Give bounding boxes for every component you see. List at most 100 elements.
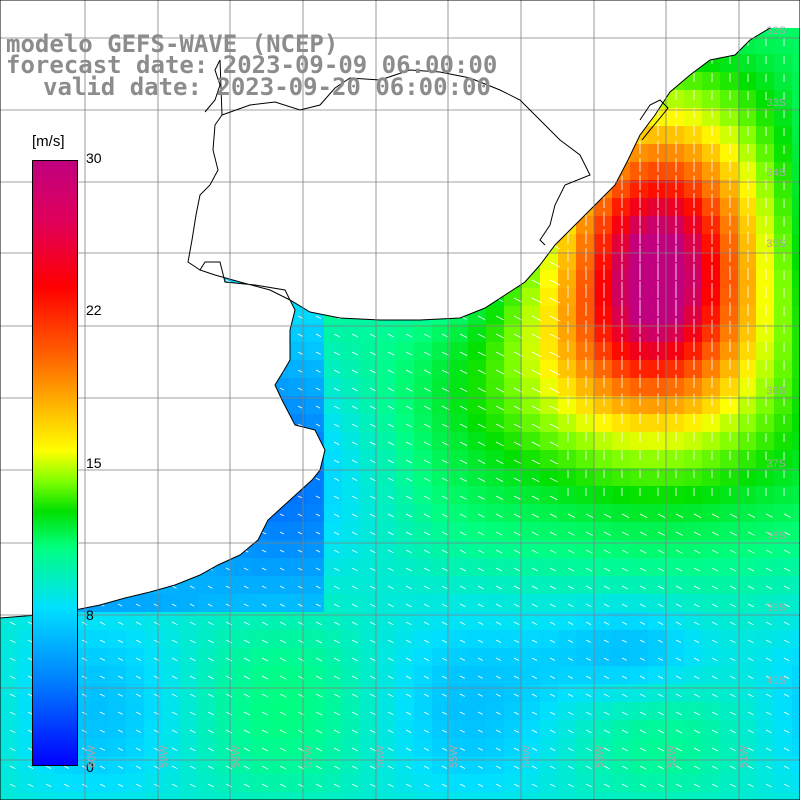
field-cell (414, 432, 433, 451)
field-cell (756, 576, 775, 595)
wind-arrow (135, 729, 142, 733)
field-cell (522, 756, 541, 775)
field-cell (306, 738, 325, 757)
field-cell (216, 576, 235, 595)
field-cell (774, 108, 793, 127)
field-cell (252, 720, 271, 739)
field-cell (612, 594, 631, 613)
field-cell (702, 396, 721, 415)
wind-arrow (567, 729, 574, 734)
field-cell (360, 720, 379, 739)
wind-arrow (387, 549, 394, 554)
field-cell (252, 666, 271, 685)
wind-arrow (189, 657, 196, 662)
field-cell (720, 558, 739, 577)
wind-arrow (369, 675, 376, 680)
field-cell (666, 720, 685, 739)
field-cell (540, 342, 559, 361)
wind-arrow (531, 567, 539, 572)
field-cell (54, 792, 73, 800)
wind-arrow (531, 765, 538, 769)
wind-arrow (279, 657, 287, 662)
field-cell (450, 702, 469, 721)
wind-arrow (351, 675, 358, 680)
field-cell (360, 648, 379, 667)
field-cell (684, 180, 703, 199)
wind-arrow (675, 567, 683, 572)
field-cell (720, 252, 739, 271)
field-cell (270, 522, 289, 541)
wind-arrow (315, 747, 323, 752)
field-cell (324, 324, 343, 343)
field-cell (450, 432, 469, 451)
field-cell (576, 630, 595, 649)
field-cell (684, 324, 703, 343)
field-cell (522, 522, 541, 541)
field-cell (450, 576, 469, 595)
field-cell (720, 504, 739, 523)
field-cell (288, 612, 307, 631)
field-cell (684, 738, 703, 757)
field-cell (216, 702, 235, 721)
wind-arrow (639, 639, 645, 643)
valid-date: valid date: 2023-09-20 06:00:00 (43, 73, 491, 101)
field-cell (162, 630, 181, 649)
field-cell (396, 522, 415, 541)
field-cell (576, 576, 595, 595)
wind-arrow (99, 729, 105, 733)
wind-arrow (477, 333, 486, 339)
wind-arrow (441, 603, 448, 608)
field-cell (774, 180, 793, 199)
field-cell (522, 414, 541, 433)
wind-arrow (549, 405, 560, 412)
wind-arrow (315, 729, 323, 734)
field-cell (666, 324, 685, 343)
wind-arrow (405, 513, 413, 518)
wind-arrow (657, 675, 664, 679)
field-cell (540, 630, 559, 649)
field-cell (738, 504, 757, 523)
field-cell (432, 756, 451, 775)
wind-arrow (297, 351, 303, 355)
wind-arrow (747, 783, 754, 788)
wind-arrow (333, 369, 340, 374)
wind-arrow (603, 711, 610, 716)
field-cell (738, 234, 757, 253)
field-cell (324, 792, 343, 800)
field-cell (486, 558, 505, 577)
wind-arrow (495, 351, 505, 357)
field-cell (162, 684, 181, 703)
field-cell (468, 756, 487, 775)
wind-arrow (765, 765, 772, 770)
field-cell (486, 540, 505, 559)
wind-arrow (693, 675, 700, 680)
field-cell (630, 648, 649, 667)
wind-arrow (315, 477, 320, 481)
field-cell (306, 378, 325, 397)
field-cell (702, 198, 721, 217)
field-cell (666, 504, 685, 523)
wind-arrow (549, 639, 556, 643)
wind-arrow (531, 675, 537, 679)
field-cell (684, 612, 703, 631)
field-cell (378, 720, 397, 739)
wind-arrow (729, 765, 736, 770)
field-cell (540, 792, 559, 800)
wind-arrow (423, 333, 431, 338)
wind-arrow (459, 639, 466, 643)
wind-arrow (549, 603, 556, 608)
field-cell (774, 270, 793, 289)
field-cell (540, 684, 559, 703)
field-cell (756, 342, 775, 361)
field-cell (540, 486, 559, 505)
wind-arrow (405, 675, 412, 679)
field-cell (774, 36, 793, 55)
field-cell (126, 720, 145, 739)
wind-arrow (567, 549, 575, 554)
wind-arrow (549, 657, 556, 661)
field-cell (198, 702, 217, 721)
field-cell (558, 702, 577, 721)
field-cell (540, 612, 559, 631)
field-cell (144, 774, 163, 793)
